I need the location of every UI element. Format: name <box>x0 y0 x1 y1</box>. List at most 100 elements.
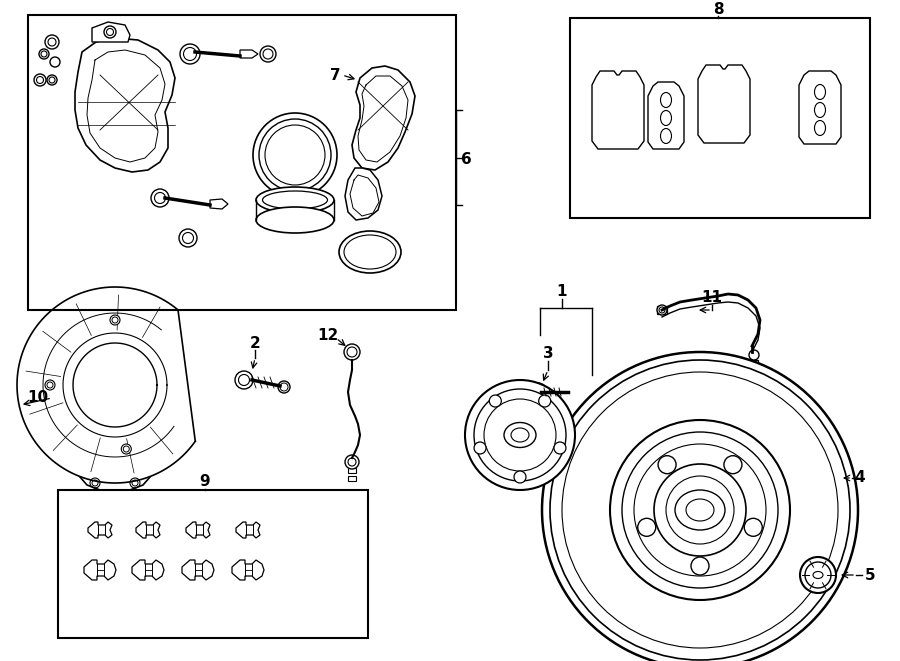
Circle shape <box>263 49 273 59</box>
Polygon shape <box>648 82 684 149</box>
Circle shape <box>184 48 196 61</box>
Polygon shape <box>592 71 644 149</box>
Polygon shape <box>232 560 264 580</box>
Circle shape <box>180 44 200 64</box>
Circle shape <box>45 380 55 390</box>
Bar <box>348 468 356 473</box>
Circle shape <box>474 389 566 481</box>
Circle shape <box>238 375 249 385</box>
Circle shape <box>610 420 790 600</box>
Circle shape <box>106 28 113 36</box>
Ellipse shape <box>814 102 825 118</box>
Circle shape <box>344 344 360 360</box>
Circle shape <box>657 305 667 315</box>
Circle shape <box>48 38 56 46</box>
Polygon shape <box>88 522 112 538</box>
Circle shape <box>666 476 734 544</box>
Bar <box>58 490 368 638</box>
Bar <box>28 15 456 310</box>
Ellipse shape <box>263 191 328 209</box>
Ellipse shape <box>661 93 671 108</box>
Circle shape <box>638 518 656 536</box>
Circle shape <box>132 480 138 486</box>
Circle shape <box>749 350 759 360</box>
Text: 3: 3 <box>543 346 553 362</box>
Circle shape <box>37 77 43 83</box>
Ellipse shape <box>511 428 529 442</box>
Circle shape <box>34 74 46 86</box>
Circle shape <box>260 46 276 62</box>
Circle shape <box>110 315 120 325</box>
Circle shape <box>800 557 836 593</box>
Ellipse shape <box>256 187 334 213</box>
Circle shape <box>654 464 746 556</box>
Text: 7: 7 <box>329 67 340 83</box>
Circle shape <box>465 380 575 490</box>
Ellipse shape <box>339 231 401 273</box>
Text: 1: 1 <box>557 284 567 299</box>
Circle shape <box>49 77 55 83</box>
Polygon shape <box>210 199 228 209</box>
Circle shape <box>347 347 357 357</box>
Text: 10: 10 <box>27 391 49 405</box>
Circle shape <box>122 444 131 454</box>
Circle shape <box>253 113 337 197</box>
Ellipse shape <box>814 85 825 100</box>
Circle shape <box>805 562 831 588</box>
Circle shape <box>539 395 551 407</box>
Ellipse shape <box>661 128 671 143</box>
Circle shape <box>658 455 676 474</box>
Polygon shape <box>345 168 382 220</box>
Polygon shape <box>186 522 210 538</box>
Bar <box>657 306 667 314</box>
Text: 11: 11 <box>701 290 723 305</box>
Text: 2: 2 <box>249 336 260 350</box>
Circle shape <box>50 57 60 67</box>
Circle shape <box>659 307 665 313</box>
Circle shape <box>474 442 486 454</box>
Circle shape <box>280 383 288 391</box>
Circle shape <box>484 399 556 471</box>
Circle shape <box>490 395 501 407</box>
Circle shape <box>130 478 140 488</box>
Ellipse shape <box>814 120 825 136</box>
Text: 4: 4 <box>855 471 865 485</box>
Text: 9: 9 <box>200 475 211 490</box>
Circle shape <box>554 442 566 454</box>
Circle shape <box>562 372 838 648</box>
Ellipse shape <box>504 422 536 447</box>
Circle shape <box>92 480 98 486</box>
Circle shape <box>278 381 290 393</box>
Circle shape <box>265 125 325 185</box>
Polygon shape <box>84 560 116 580</box>
Circle shape <box>744 518 762 536</box>
Circle shape <box>104 26 116 38</box>
Text: 6: 6 <box>461 153 472 167</box>
Bar <box>598 87 638 139</box>
Polygon shape <box>182 560 214 580</box>
Ellipse shape <box>256 207 334 233</box>
Bar <box>570 18 870 218</box>
Text: 5: 5 <box>865 568 876 582</box>
Circle shape <box>622 432 778 588</box>
Polygon shape <box>132 560 164 580</box>
Polygon shape <box>799 71 841 144</box>
Circle shape <box>542 352 858 661</box>
Polygon shape <box>75 38 175 172</box>
Circle shape <box>155 192 166 204</box>
Polygon shape <box>698 65 750 143</box>
Circle shape <box>550 360 850 660</box>
Circle shape <box>45 35 59 49</box>
Circle shape <box>724 455 742 474</box>
Circle shape <box>90 478 100 488</box>
Circle shape <box>47 382 53 388</box>
Circle shape <box>345 455 359 469</box>
Polygon shape <box>352 66 415 170</box>
Ellipse shape <box>661 110 671 126</box>
Circle shape <box>47 75 57 85</box>
Ellipse shape <box>675 490 725 530</box>
Circle shape <box>259 119 331 191</box>
Circle shape <box>529 383 547 401</box>
Text: 8: 8 <box>713 3 724 17</box>
Bar <box>704 81 744 133</box>
